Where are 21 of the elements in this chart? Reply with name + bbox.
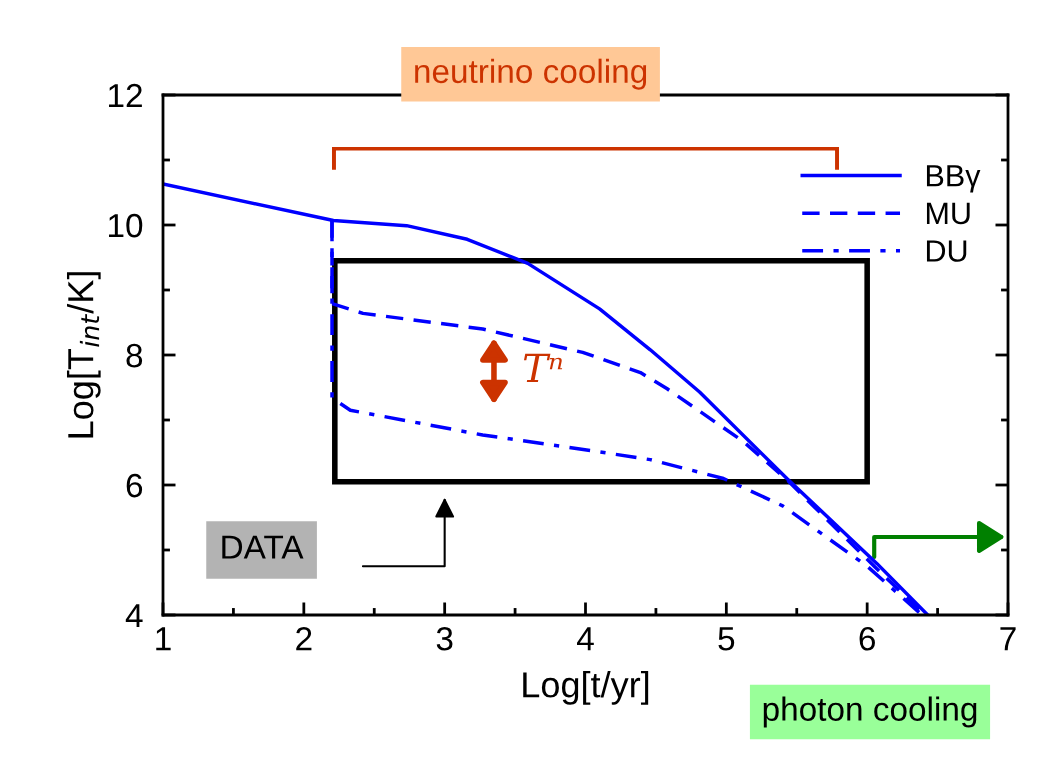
x-tick-label: 5 bbox=[718, 627, 735, 651]
x-tick-label: 7 bbox=[1000, 627, 1016, 651]
y-axis-title: Log[T$_{int}$/K] bbox=[66, 272, 101, 438]
x-axis-title: Log[t/yr] bbox=[523, 671, 649, 705]
legend-label: DU bbox=[926, 240, 967, 262]
annotation: Tⁿ bbox=[523, 353, 563, 382]
text: photon cooling bbox=[763, 696, 977, 728]
annotation: DATA bbox=[222, 535, 304, 559]
y-tick-label: 12 bbox=[109, 83, 142, 108]
legend-label: BBγ bbox=[926, 165, 981, 193]
x-tick-label: 4 bbox=[577, 627, 594, 651]
x-tick-label: 1 bbox=[156, 627, 171, 651]
y-tick-label: 10 bbox=[109, 213, 143, 238]
y-tick-label: 4 bbox=[125, 604, 143, 628]
x-tick-label: 3 bbox=[436, 626, 453, 651]
legend-label: MU bbox=[926, 202, 970, 225]
y-tick-label: 8 bbox=[126, 343, 143, 368]
x-tick-label: 2 bbox=[296, 626, 312, 651]
text: neutrino cooling bbox=[415, 58, 647, 90]
x-tick-label: 6 bbox=[859, 626, 875, 651]
y-tick-label: 6 bbox=[126, 473, 143, 498]
